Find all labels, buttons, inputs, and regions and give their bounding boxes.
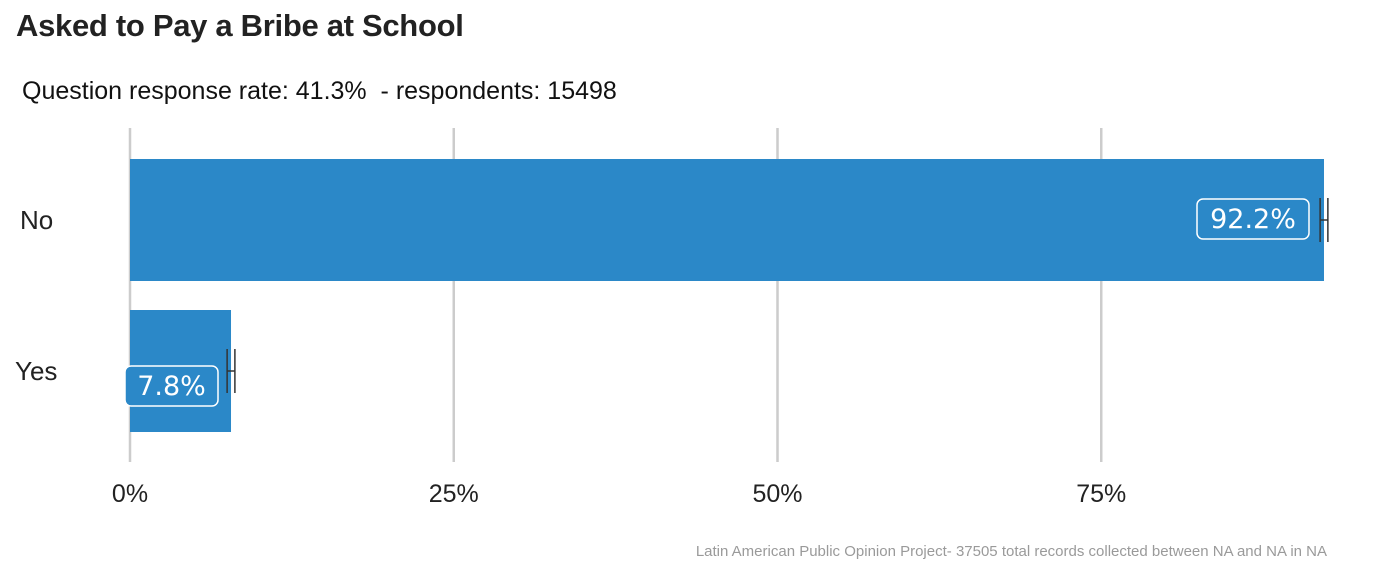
error-bars [226,198,1329,393]
tick-label-75: 75% [1076,480,1126,508]
data-label-box-yes [124,365,219,407]
chart-title: Asked to Pay a Bribe at School [16,8,464,43]
tick-labels: 0% 25% 50% 75% [112,480,1126,508]
data-label-box-no [1196,198,1310,240]
data-label-yes: 7.8% [137,371,206,402]
chart-caption: Latin American Public Opinion Project- 3… [695,543,1327,560]
data-label-no: 92.2% [1210,204,1296,235]
data-labels: 92.2% 7.8% [124,198,1310,407]
category-label-no: No [20,205,53,235]
bars [130,159,1324,432]
tick-label-25: 25% [429,480,479,508]
chart-subtitle: Question response rate: 41.3% - responde… [22,77,617,105]
tick-label-0: 0% [112,480,148,508]
category-labels: No Yes [15,205,57,386]
category-label-yes: Yes [15,356,57,386]
tick-label-50: 50% [752,480,802,508]
bar-no [130,159,1324,281]
